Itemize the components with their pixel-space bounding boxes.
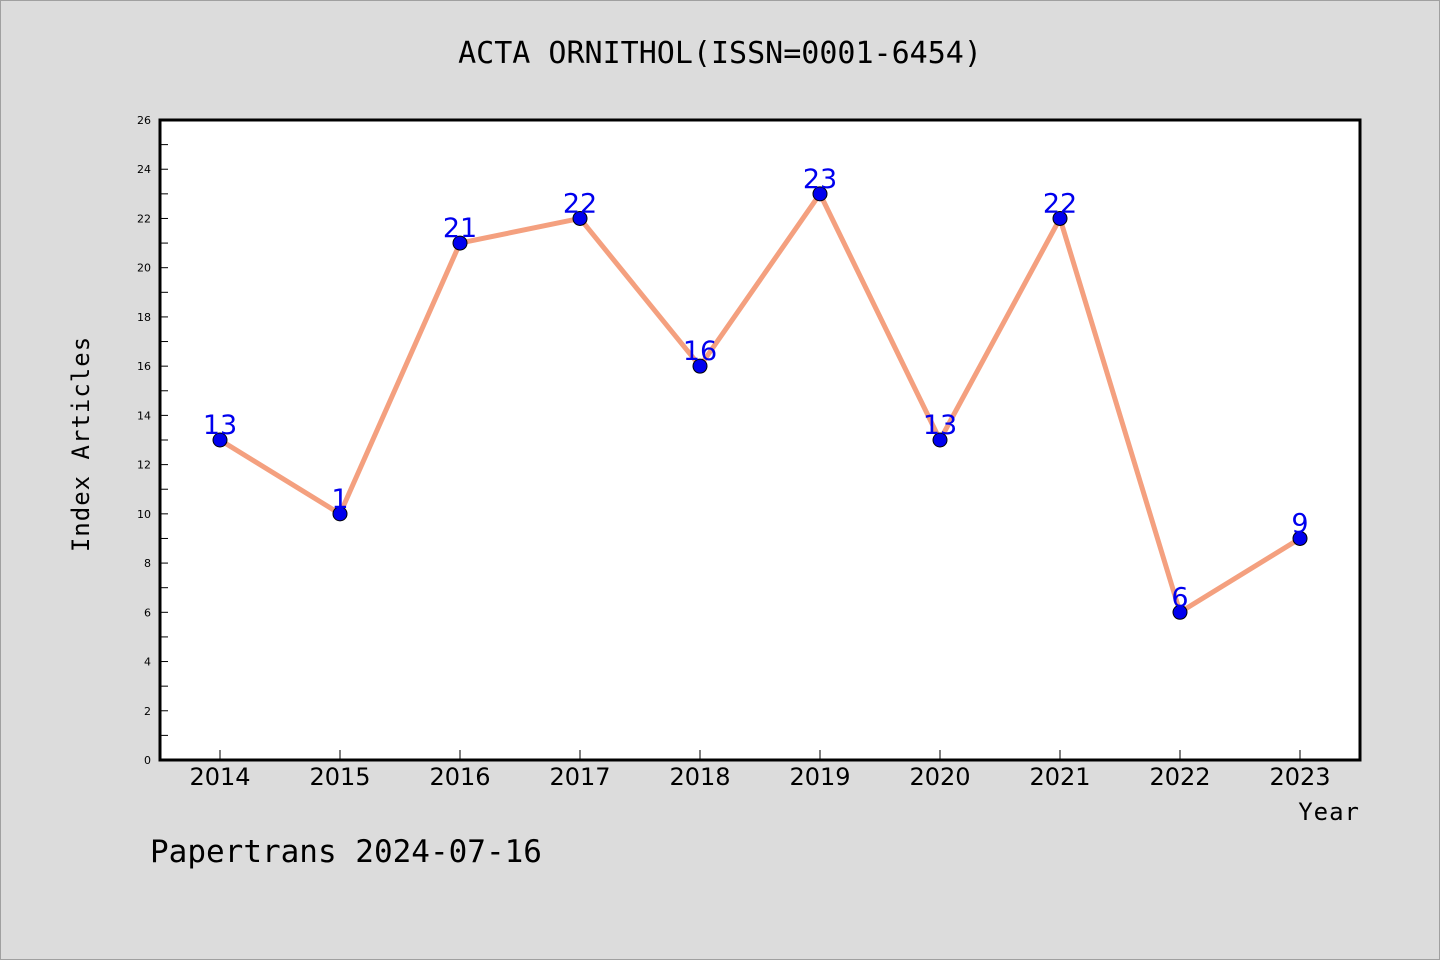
data-labels: 13 1 21 22 16 23 13 22 6 9: [203, 164, 1309, 613]
watermark: Papertrans 2024-07-16: [150, 834, 542, 870]
data-point: [572, 210, 588, 226]
x-tick-label: 2023: [1269, 763, 1330, 791]
y-tick-label: 2: [144, 705, 151, 718]
data-label: 22: [563, 188, 597, 219]
x-axis-ticks: 2014 2015 2016 2017 2018 2019 2020 2021 2022 2023: [189, 750, 1331, 791]
y-tick-label: 10: [137, 508, 151, 521]
y-axis-label: Index Articles: [67, 336, 95, 552]
x-tick-label: 2016: [429, 763, 490, 791]
series-line: [218, 191, 1302, 615]
data-label: 23: [803, 164, 837, 195]
x-tick-label: 2019: [789, 763, 850, 791]
data-label: 1: [331, 484, 348, 515]
x-tick-label: 2017: [549, 763, 610, 791]
y-tick-label: 16: [137, 360, 151, 373]
data-point: [332, 506, 348, 522]
x-tick-label: 2020: [909, 763, 970, 791]
y-tick-label: 8: [144, 557, 151, 570]
y-tick-label: 12: [137, 459, 151, 472]
y-tick-label: 26: [137, 114, 151, 127]
data-point: [1292, 530, 1308, 546]
data-point: [932, 432, 948, 448]
x-tick-label: 2021: [1029, 763, 1090, 791]
data-label: 9: [1291, 508, 1308, 539]
y-tick-label: 18: [137, 311, 151, 324]
plot-border: [158, 118, 1362, 762]
y-tick-label: 6: [144, 606, 151, 619]
y-tick-label: 0: [144, 754, 151, 767]
chart-title: ACTA ORNITHOL(ISSN=0001-6454): [458, 36, 982, 71]
y-tick-label: 24: [137, 163, 151, 176]
data-point: [692, 358, 708, 374]
x-tick-label: 2018: [669, 763, 730, 791]
data-point: [452, 235, 468, 251]
x-tick-label: 2015: [309, 763, 370, 791]
data-point: [1172, 604, 1188, 620]
x-tick-label: 2022: [1149, 763, 1210, 791]
y-tick-label: 22: [137, 212, 151, 225]
data-label: 13: [203, 410, 237, 441]
x-tick-label: 2014: [189, 763, 250, 791]
series-group: [212, 186, 1308, 620]
y-tick-label: 14: [137, 409, 151, 422]
data-point: [1052, 210, 1068, 226]
data-label: 16: [683, 336, 717, 367]
data-point: [212, 432, 228, 448]
plot-area: [160, 120, 1360, 760]
data-point: [812, 186, 828, 202]
y-tick-label: 20: [137, 262, 151, 275]
data-label: 21: [443, 213, 477, 244]
data-label: 13: [923, 410, 957, 441]
x-axis-label: Year: [1298, 798, 1360, 826]
y-tick-label: 4: [144, 656, 151, 669]
data-label: 6: [1171, 582, 1188, 613]
data-label: 22: [1043, 188, 1077, 219]
